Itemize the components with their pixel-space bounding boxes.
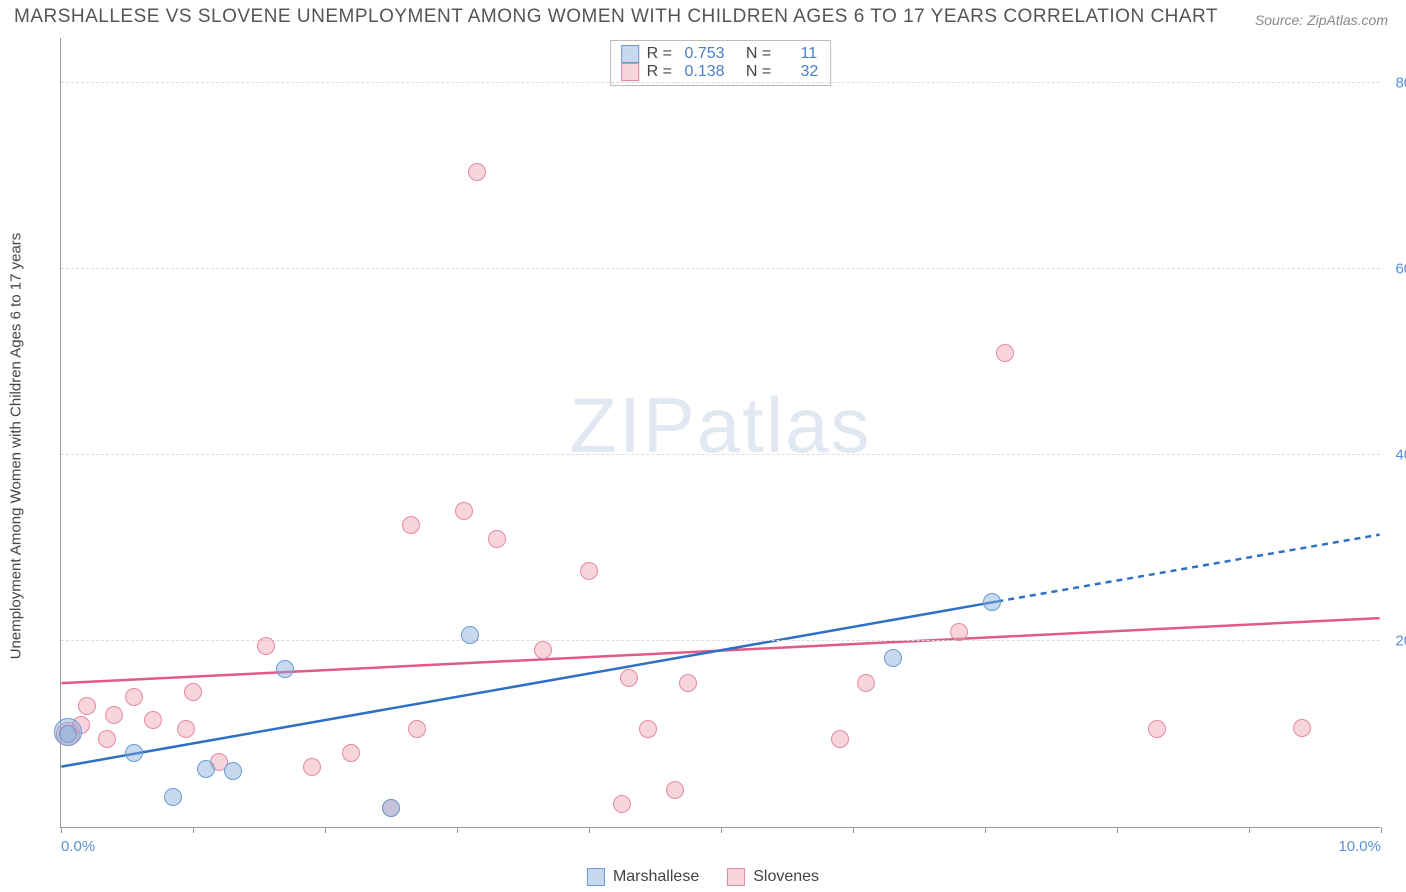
stat-n-a <box>784 45 793 63</box>
x-tick-label: 10.0% <box>1338 838 1381 855</box>
x-tick-minor <box>853 827 854 833</box>
x-tick-minor <box>193 827 194 833</box>
marker-marshallese <box>125 744 143 762</box>
marker-marshallese <box>224 762 242 780</box>
marker-slovenes <box>534 641 552 659</box>
marker-slovenes <box>78 697 96 715</box>
stat-r-a: 0.753 <box>684 45 724 63</box>
marker-slovenes <box>996 344 1014 362</box>
marker-slovenes <box>679 674 697 692</box>
chart-title: MARSHALLESE VS SLOVENE UNEMPLOYMENT AMON… <box>14 6 1218 28</box>
marker-slovenes <box>177 720 195 738</box>
stat-r-label-b: R = <box>647 63 677 81</box>
marker-marshallese <box>164 788 182 806</box>
x-tick-minor <box>985 827 986 833</box>
stat-n-label: N = <box>733 45 776 63</box>
marker-slovenes <box>184 683 202 701</box>
marker-slovenes <box>950 623 968 641</box>
x-tick <box>61 827 62 833</box>
marker-slovenes <box>408 720 426 738</box>
legend-stats-box: R = 0.753 N = 11 R = 0.138 N = 32 <box>610 40 832 86</box>
legend-swatch-a <box>587 868 605 886</box>
stat-n-label-b: N = <box>733 63 776 81</box>
y-tick-label: 20.0% <box>1386 633 1406 650</box>
y-tick-label: 80.0% <box>1386 75 1406 92</box>
trend-lines-svg <box>61 38 1380 827</box>
marker-slovenes <box>1148 720 1166 738</box>
marker-slovenes <box>98 730 116 748</box>
x-tick-minor <box>325 827 326 833</box>
marker-slovenes <box>342 744 360 762</box>
legend-stats-row-a: R = 0.753 N = 11 <box>621 45 819 63</box>
legend-item-a: Marshallese <box>587 868 699 886</box>
legend-stats-row-b: R = 0.138 N = 32 <box>621 63 819 81</box>
marker-slovenes <box>613 795 631 813</box>
marker-slovenes <box>639 720 657 738</box>
bottom-legend: Marshallese Slovenes <box>587 868 819 886</box>
marker-marshallese <box>197 760 215 778</box>
gridline <box>61 454 1380 455</box>
marker-slovenes <box>402 516 420 534</box>
y-tick-label: 40.0% <box>1386 447 1406 464</box>
marker-marshallese <box>884 649 902 667</box>
marker-slovenes <box>857 674 875 692</box>
marker-marshallese <box>276 660 294 678</box>
marker-marshallese <box>461 626 479 644</box>
marker-marshallese <box>983 593 1001 611</box>
marker-slovenes <box>468 163 486 181</box>
x-tick-minor <box>1117 827 1118 833</box>
watermark: ZIPatlas <box>569 380 871 471</box>
marker-slovenes <box>620 669 638 687</box>
chart-container: MARSHALLESE VS SLOVENE UNEMPLOYMENT AMON… <box>0 0 1406 892</box>
marker-slovenes <box>580 562 598 580</box>
legend-label-a: Marshallese <box>613 868 699 886</box>
source-label: Source: ZipAtlas.com <box>1255 12 1388 28</box>
gridline <box>61 268 1380 269</box>
stat-r-label: R = <box>647 45 677 63</box>
watermark-bold: ZIP <box>569 381 696 469</box>
x-tick-minor <box>1249 827 1250 833</box>
x-tick-minor <box>457 827 458 833</box>
stat-n-b <box>784 63 793 81</box>
trend-line <box>997 535 1379 602</box>
x-tick <box>1381 827 1382 833</box>
marker-marshallese <box>59 725 77 743</box>
legend-item-b: Slovenes <box>727 868 819 886</box>
marker-slovenes <box>1293 719 1311 737</box>
marker-slovenes <box>488 530 506 548</box>
swatch-series-b <box>621 63 639 81</box>
marker-slovenes <box>303 758 321 776</box>
legend-label-b: Slovenes <box>753 868 819 886</box>
stat-n-a-val: 11 <box>801 45 818 63</box>
marker-slovenes <box>666 781 684 799</box>
y-tick-label: 60.0% <box>1386 261 1406 278</box>
marker-slovenes <box>455 502 473 520</box>
marker-slovenes <box>831 730 849 748</box>
x-tick-minor <box>589 827 590 833</box>
swatch-series-a <box>621 45 639 63</box>
plot-area: ZIPatlas R = 0.753 N = 11 R = 0.138 N = … <box>60 38 1380 828</box>
gridline <box>61 82 1380 83</box>
marker-marshallese <box>382 799 400 817</box>
watermark-thin: atlas <box>697 381 872 469</box>
legend-swatch-b <box>727 868 745 886</box>
x-tick-label: 0.0% <box>61 838 95 855</box>
stat-n-b-val: 32 <box>801 63 819 81</box>
marker-slovenes <box>125 688 143 706</box>
y-axis-title: Unemployment Among Women with Children A… <box>8 233 25 660</box>
marker-slovenes <box>257 637 275 655</box>
marker-slovenes <box>105 706 123 724</box>
stat-r-b: 0.138 <box>684 63 724 81</box>
marker-slovenes <box>144 711 162 729</box>
x-tick <box>721 827 722 833</box>
